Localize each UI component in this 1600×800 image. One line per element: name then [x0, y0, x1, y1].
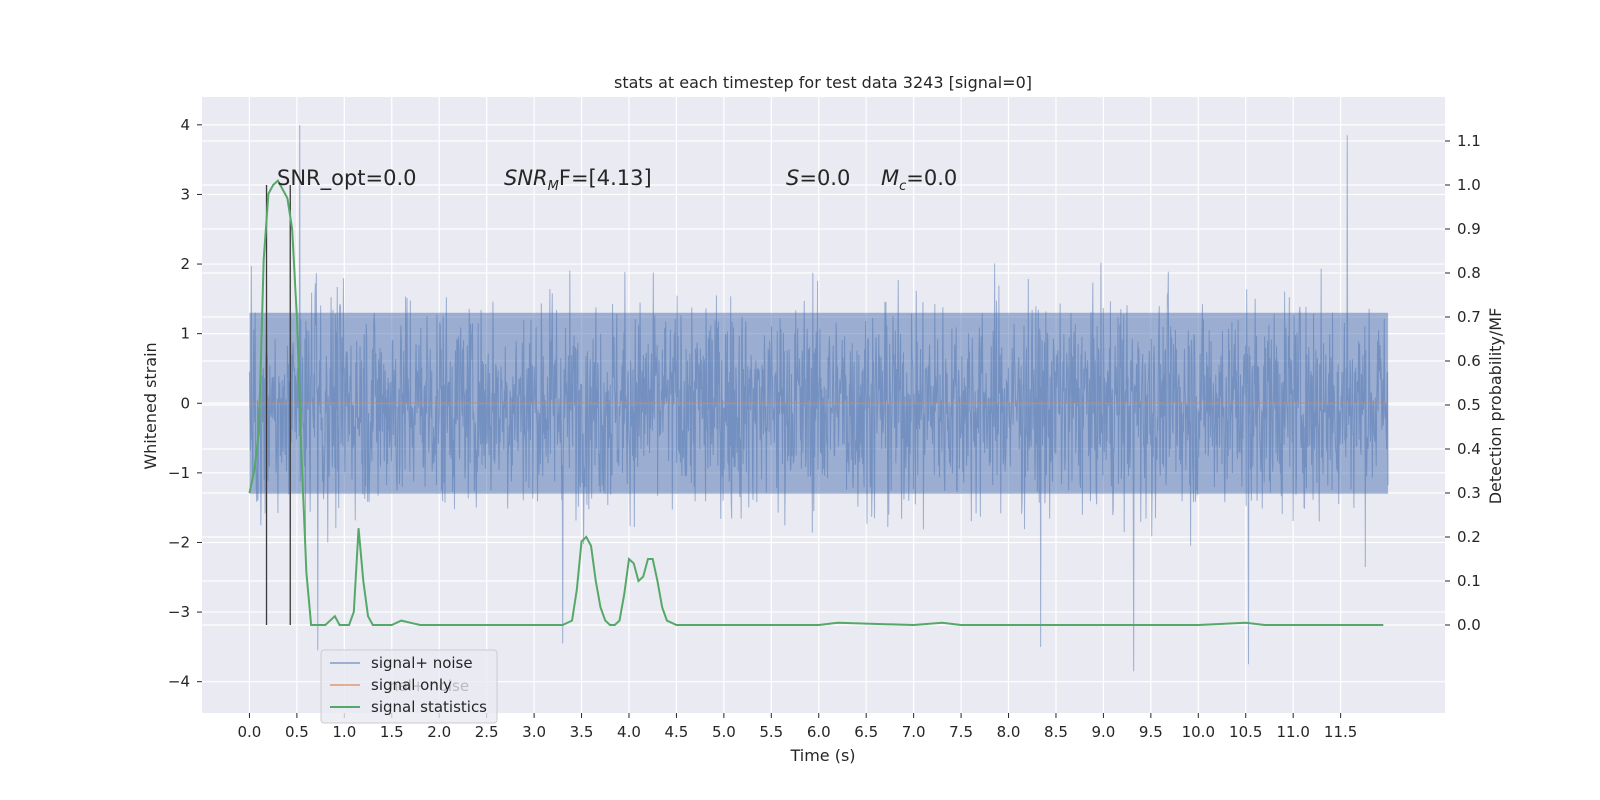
legend-box	[320, 649, 498, 724]
y-tick-label: 2	[180, 255, 190, 273]
y2-tick-label: 0.6	[1457, 352, 1481, 370]
noise-trace	[248, 124, 1389, 672]
x-tick-label: 5.0	[712, 723, 736, 741]
signal-statistics-series	[248, 178, 1384, 627]
x-tick-label: 3.5	[570, 723, 594, 741]
x-tick-label: 1.5	[380, 723, 404, 741]
x-tick-label: 10.0	[1182, 723, 1215, 741]
y2-tick-label: 0.3	[1457, 484, 1481, 502]
y2-tick-label: 1.1	[1457, 132, 1481, 150]
y-tick-label: −1	[168, 464, 190, 482]
y2-tick-label: 0.9	[1457, 220, 1481, 238]
y-tick-label: 0	[180, 394, 190, 412]
mc-annotation: Mc=0.0	[881, 166, 957, 194]
x-tick-label: 9.5	[1139, 723, 1163, 741]
x-tick-label: 9.0	[1091, 723, 1115, 741]
y2-tick-label: 0.7	[1457, 308, 1481, 326]
x-tick-label: 1.0	[332, 723, 356, 741]
x-tick-label: 7.0	[902, 723, 926, 741]
x-tick-label: 0.0	[238, 723, 262, 741]
snr-mf-sub: M	[548, 179, 559, 194]
right-y-axis-label: Detection probability/MF	[1486, 308, 1505, 505]
annotations: SNR_opt=0.0 SNRMF=[4.13] S=0.0 Mc=0.0	[277, 166, 957, 194]
y2-tick-label: 0.8	[1457, 264, 1481, 282]
x-tick-label: 4.0	[617, 723, 641, 741]
legend: nal+ noise signal+ noise signal only signa…	[320, 649, 498, 724]
x-tick-label: 7.5	[949, 723, 973, 741]
x-axis-label: Time (s)	[789, 746, 855, 765]
y2-tick-label: 0.1	[1457, 572, 1481, 590]
x-tick-label: 8.5	[1044, 723, 1068, 741]
right-y-axis-ticks: 0.0 0.1 0.2 0.3 0.4 0.5 0.6 0.7 0.8 0.9 1.0 1.1	[1445, 132, 1481, 634]
y-axis-ticks: −4 −3 −2 −1 0 1 2 3 4	[168, 116, 202, 691]
y-tick-label: 4	[180, 116, 190, 134]
x-tick-label: 8.0	[997, 723, 1021, 741]
mc-var: M	[881, 166, 899, 190]
s-value: =0.0	[799, 166, 850, 190]
legend-label: signal statistics	[371, 698, 487, 716]
x-tick-label: 10.5	[1229, 723, 1262, 741]
x-tick-label: 11.0	[1276, 723, 1309, 741]
s-var: S	[786, 166, 799, 190]
mc-sub: c	[899, 179, 906, 194]
legend-ghost-text: nal+ noise	[389, 677, 469, 695]
y-tick-label: −3	[168, 603, 190, 621]
y-tick-label: 1	[180, 325, 190, 343]
x-tick-label: 3.0	[522, 723, 546, 741]
y2-tick-label: 0.4	[1457, 440, 1481, 458]
statistics-line	[248, 178, 1384, 627]
event-markers	[265, 185, 291, 625]
snr-opt-annotation: SNR_opt=0.0	[277, 166, 417, 191]
y-tick-label: −4	[168, 673, 190, 691]
y2-tick-label: 0.5	[1457, 396, 1481, 414]
x-tick-label: 11.5	[1324, 723, 1357, 741]
x-tick-label: 4.5	[664, 723, 688, 741]
s-annotation: S=0.0	[786, 166, 850, 190]
y-axis-label: Whitened strain	[141, 342, 160, 469]
y2-tick-label: 0.2	[1457, 528, 1481, 546]
legend-label: signal+ noise	[371, 654, 473, 672]
x-tick-label: 0.5	[285, 723, 309, 741]
snr-mf-annotation: SNRMF=[4.13]	[504, 166, 652, 194]
y2-tick-label: 1.0	[1457, 176, 1481, 194]
x-axis-ticks: 0.0 0.5 1.0 1.5 2.0 2.5 3.0 3.5 4.0 4.5 5.0 5.5 6.0 6…	[238, 713, 1357, 741]
y-tick-label: 3	[180, 185, 190, 203]
y2-tick-label: 0.0	[1457, 616, 1481, 634]
chart-title: stats at each timestep for test data 324…	[614, 73, 1032, 92]
snr-mf-value: F=[4.13]	[559, 166, 652, 190]
x-tick-label: 5.5	[759, 723, 783, 741]
snr-mf-var: SNR	[504, 166, 548, 190]
x-tick-label: 2.0	[427, 723, 451, 741]
mc-value: =0.0	[906, 166, 957, 190]
legend-label: signal only	[371, 676, 452, 694]
x-tick-label: 2.5	[475, 723, 499, 741]
x-tick-label: 6.5	[854, 723, 878, 741]
y-tick-label: −2	[168, 533, 190, 551]
x-tick-label: 6.0	[807, 723, 831, 741]
